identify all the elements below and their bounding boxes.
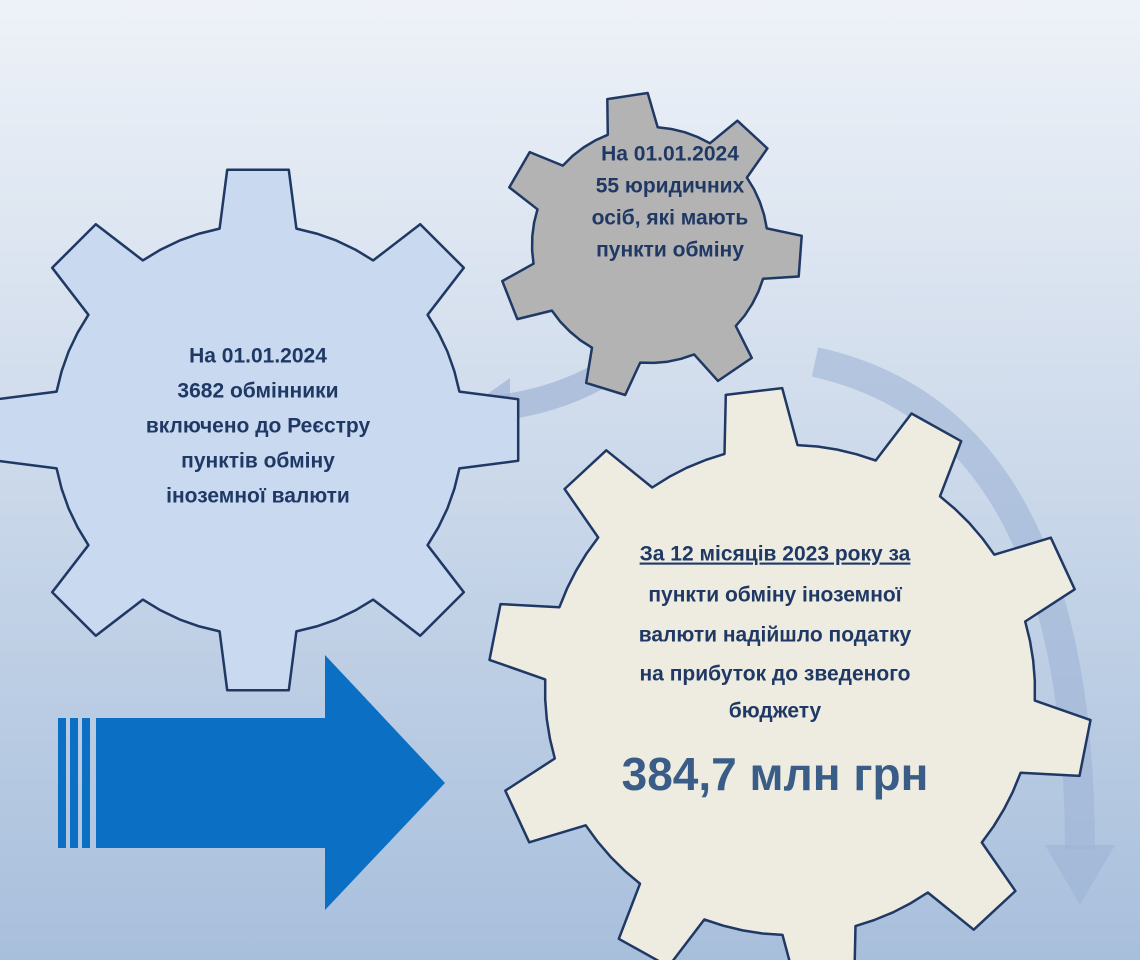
gear: [488, 386, 1092, 960]
gear-line: включено до Реєстру: [146, 415, 371, 438]
gear-line: на прибуток до зведеного: [640, 663, 911, 686]
gear-line: 55 юридичних: [596, 175, 745, 198]
arrow-stripe: [82, 718, 90, 848]
gear-text: На 01.01.2024 55 юридичних осіб, які маю…: [146, 143, 929, 801]
gear-line: пунктів обміну: [181, 450, 335, 473]
gear-line: іноземної валюти: [166, 485, 350, 508]
gear-line: осіб, які мають: [592, 207, 749, 230]
arrow-stripe: [70, 718, 78, 848]
gear-line: 3682 обмінники: [177, 380, 338, 403]
gear-line: пункти обміну іноземної: [648, 584, 902, 607]
gear-line: бюджету: [729, 700, 822, 723]
arrow-head: [325, 655, 445, 910]
arrow-stripe: [58, 718, 66, 848]
amount: 384,7 млн грн: [622, 748, 929, 800]
blue-arrow: [58, 655, 445, 910]
gear: [0, 168, 520, 692]
gear-line: пункти обміну: [596, 239, 744, 262]
gear-line: За 12 місяців 2023 року за: [640, 543, 911, 566]
gear-line: валюти надійшло податку: [639, 624, 912, 647]
gears: [0, 91, 1092, 960]
gear-line: На 01.01.2024: [601, 143, 739, 166]
gear: [501, 91, 803, 397]
arrow-head: [1045, 845, 1115, 905]
arrow-body: [96, 718, 326, 848]
gear-line: На 01.01.2024: [189, 345, 327, 368]
